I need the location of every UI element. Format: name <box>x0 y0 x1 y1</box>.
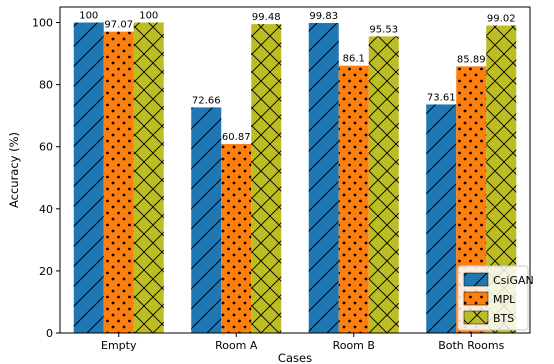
legend-swatch-bts-hatch <box>464 311 488 324</box>
data-label-csigan-empty: 100 <box>79 11 98 22</box>
data-label-mpl-empty: 97.07 <box>104 20 133 31</box>
data-label-bts-both-rooms: 99.02 <box>487 14 516 25</box>
data-label-bts-empty: 100 <box>139 11 158 22</box>
data-label-bts-room-a: 99.48 <box>252 12 281 23</box>
bar-bts-room-a-hatch <box>251 24 282 334</box>
y-tick-label-40: 40 <box>39 203 53 216</box>
axes-group: 0 20 40 60 80 100 Empty Room A Room B Both Rooms C… <box>7 6 531 364</box>
data-label-mpl-room-b: 86.1 <box>343 54 365 65</box>
x-tick-label-room-a: Room A <box>215 339 258 352</box>
legend-label-bts: BTS <box>493 312 514 325</box>
bar-csigan-room-a-hatch <box>191 107 222 334</box>
legend-swatch-csigan-hatch <box>464 273 488 286</box>
legend: CsiGAN MPL BTS <box>457 265 534 331</box>
x-tick-label-room-b: Room B <box>333 339 375 352</box>
bar-csigan-both-rooms-hatch <box>426 104 457 334</box>
data-label-bts-room-b: 95.53 <box>369 24 398 35</box>
y-tick-label-100: 100 <box>32 17 53 30</box>
data-label-csigan-both-rooms: 73.61 <box>427 92 456 103</box>
data-label-csigan-room-a: 72.66 <box>192 95 221 106</box>
data-label-csigan-room-b: 99.83 <box>309 11 338 22</box>
data-label-mpl-both-rooms: 85.89 <box>457 54 486 65</box>
bar-bts-empty-hatch <box>133 22 164 334</box>
bar-csigan-room-b-hatch <box>308 23 339 334</box>
x-tick-label-empty: Empty <box>101 339 137 352</box>
bar-mpl-empty-hatch <box>103 31 134 334</box>
y-tick-label-0: 0 <box>46 327 53 340</box>
data-label-mpl-room-a: 60.87 <box>222 132 251 143</box>
x-axis-label: Cases <box>278 351 312 364</box>
bar-mpl-room-b-hatch <box>338 65 369 334</box>
y-tick-label-20: 20 <box>39 265 53 278</box>
y-tick-label-80: 80 <box>39 79 53 92</box>
bar-mpl-room-a-hatch <box>221 144 252 333</box>
legend-label-mpl: MPL <box>493 293 516 306</box>
x-tick-label-both-rooms: Both Rooms <box>438 339 504 352</box>
legend-swatch-mpl-hatch <box>464 292 488 305</box>
plot-frame <box>59 6 531 334</box>
bar-bts-room-b-hatch <box>368 36 399 333</box>
bars-group <box>73 22 517 334</box>
y-tick-label-60: 60 <box>39 141 53 154</box>
legend-label-csigan: CsiGAN <box>493 274 534 287</box>
bar-csigan-empty-hatch <box>73 22 104 334</box>
y-axis-label: Accuracy (%) <box>7 132 21 208</box>
data-labels-group: 100 97.07 100 72.66 60.87 99.48 99.83 86.1 95.53… <box>79 11 515 143</box>
